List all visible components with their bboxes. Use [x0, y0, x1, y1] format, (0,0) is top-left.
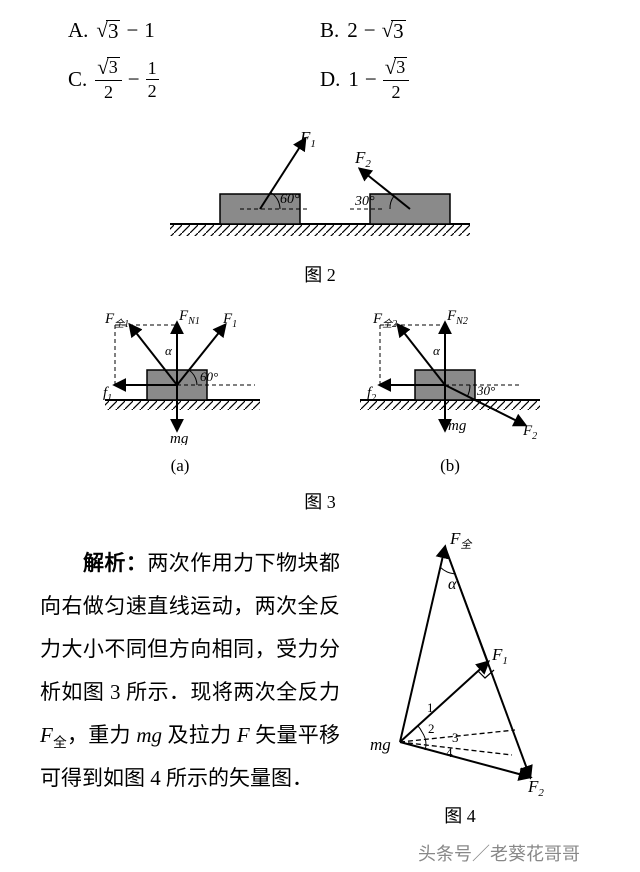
svg-text:3: 3 [452, 730, 459, 745]
svg-text:mg: mg [448, 418, 467, 434]
svg-text:F全: F全 [449, 532, 473, 551]
svg-text:F2: F2 [527, 777, 544, 797]
solution-text: 解析：两次作用力下物块都向右做匀速直线运动，两次全反力大小不同但方向相同，受力分… [40, 542, 340, 800]
figure-2-caption: 图 2 [40, 261, 600, 287]
svg-text:60°: 60° [200, 369, 218, 384]
svg-text:4: 4 [446, 745, 453, 760]
svg-text:α: α [448, 576, 457, 593]
figure-3: 60° α F全1 FN1 F1 f1 mg (a) [40, 305, 600, 476]
svg-text:mg: mg [370, 735, 391, 754]
fig3b-label: (b) [345, 456, 555, 476]
svg-text:F2: F2 [354, 148, 371, 170]
svg-text:mg: mg [170, 431, 189, 445]
choice-c-label: C. [68, 67, 87, 92]
fig3a-label: (a) [85, 456, 275, 476]
choice-d: D. 1 − √3 2 [320, 57, 572, 101]
figure-4: α F全 F1 F2 mg 1 2 3 4 图 4 [360, 532, 560, 846]
watermark: 头条号／老葵花哥哥 [418, 840, 580, 866]
lead: 解析： [83, 551, 147, 575]
choice-b: B. 2 − √3 [320, 18, 572, 43]
svg-text:F全1: F全1 [104, 311, 129, 330]
svg-text:f1: f1 [103, 385, 112, 404]
figure-3-caption: 图 3 [40, 488, 600, 514]
svg-text:F全2: F全2 [372, 311, 397, 330]
figure-4-caption: 图 4 [360, 802, 560, 828]
svg-text:30°: 30° [354, 194, 375, 209]
svg-text:α: α [165, 343, 173, 358]
answer-choices: A. √3 − 1 B. 2 − √3 C. √3 2 − 12 D. 1 [40, 18, 600, 101]
svg-text:1: 1 [427, 700, 434, 715]
figure-2: 60° F1 30° F2 [40, 129, 600, 249]
svg-text:F1: F1 [299, 129, 316, 150]
choice-b-label: B. [320, 18, 339, 43]
fig2-ang60: 60° [280, 192, 300, 207]
svg-text:FN2: FN2 [446, 308, 468, 327]
svg-text:F2: F2 [522, 423, 537, 442]
svg-text:30°: 30° [476, 383, 495, 398]
svg-text:F1: F1 [491, 645, 508, 667]
sqrt3: √3 [382, 20, 406, 42]
choice-a-label: A. [68, 18, 88, 43]
choice-a: A. √3 − 1 [68, 18, 320, 43]
choice-c: C. √3 2 − 12 [68, 57, 320, 101]
svg-text:FN1: FN1 [178, 308, 200, 327]
sqrt3: √3 [96, 20, 120, 42]
svg-text:2: 2 [428, 721, 435, 736]
choice-d-label: D. [320, 67, 340, 92]
svg-text:α: α [433, 343, 441, 358]
